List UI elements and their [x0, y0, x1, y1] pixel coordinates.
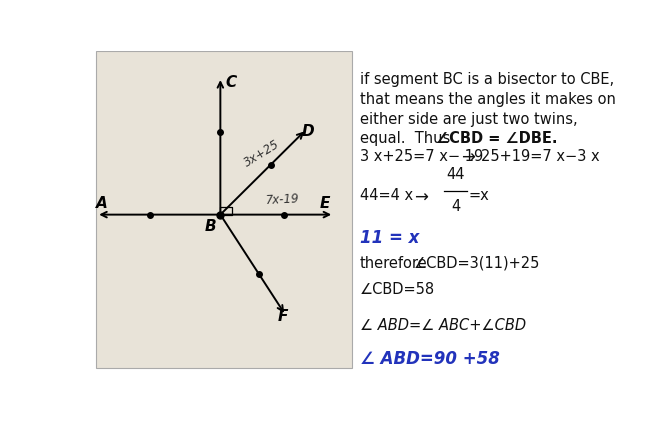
- Text: B: B: [204, 218, 216, 234]
- Text: either side are just two twins,: either side are just two twins,: [360, 111, 578, 127]
- Text: 44: 44: [446, 167, 465, 182]
- Text: F: F: [277, 309, 287, 323]
- Text: if segment BC is a bisector to CBE,: if segment BC is a bisector to CBE,: [360, 72, 614, 87]
- Text: →: →: [461, 149, 475, 167]
- Text: equal.  Thus: equal. Thus: [360, 131, 455, 146]
- Text: ∠ ABD=∠ ABC+∠CBD: ∠ ABD=∠ ABC+∠CBD: [360, 318, 526, 333]
- Text: 25+19=7 x−3 x: 25+19=7 x−3 x: [482, 149, 600, 164]
- Text: 44=4 x: 44=4 x: [360, 188, 413, 204]
- Text: ∠ ABD=90 +58: ∠ ABD=90 +58: [360, 351, 500, 368]
- Text: ∠CBD=58: ∠CBD=58: [360, 282, 435, 297]
- Text: therefore: therefore: [360, 255, 428, 271]
- Text: 7x-19: 7x-19: [265, 193, 299, 207]
- Bar: [96, 51, 352, 368]
- Text: that means the angles it makes on: that means the angles it makes on: [360, 92, 616, 107]
- Text: E: E: [320, 196, 330, 211]
- Text: 3 x+25=7 x− 19: 3 x+25=7 x− 19: [360, 149, 483, 164]
- Text: 11 = x: 11 = x: [360, 230, 420, 247]
- Text: →: →: [414, 188, 428, 207]
- Text: ∠CBD=3(11)+25: ∠CBD=3(11)+25: [414, 255, 540, 271]
- Text: =x: =x: [468, 188, 489, 204]
- Text: 4: 4: [451, 199, 460, 214]
- Text: C: C: [225, 75, 236, 90]
- Text: 3x+25: 3x+25: [241, 138, 282, 170]
- Text: ∠CBD = ∠DBE.: ∠CBD = ∠DBE.: [436, 131, 558, 146]
- Text: D: D: [302, 124, 315, 139]
- Text: A: A: [95, 196, 107, 211]
